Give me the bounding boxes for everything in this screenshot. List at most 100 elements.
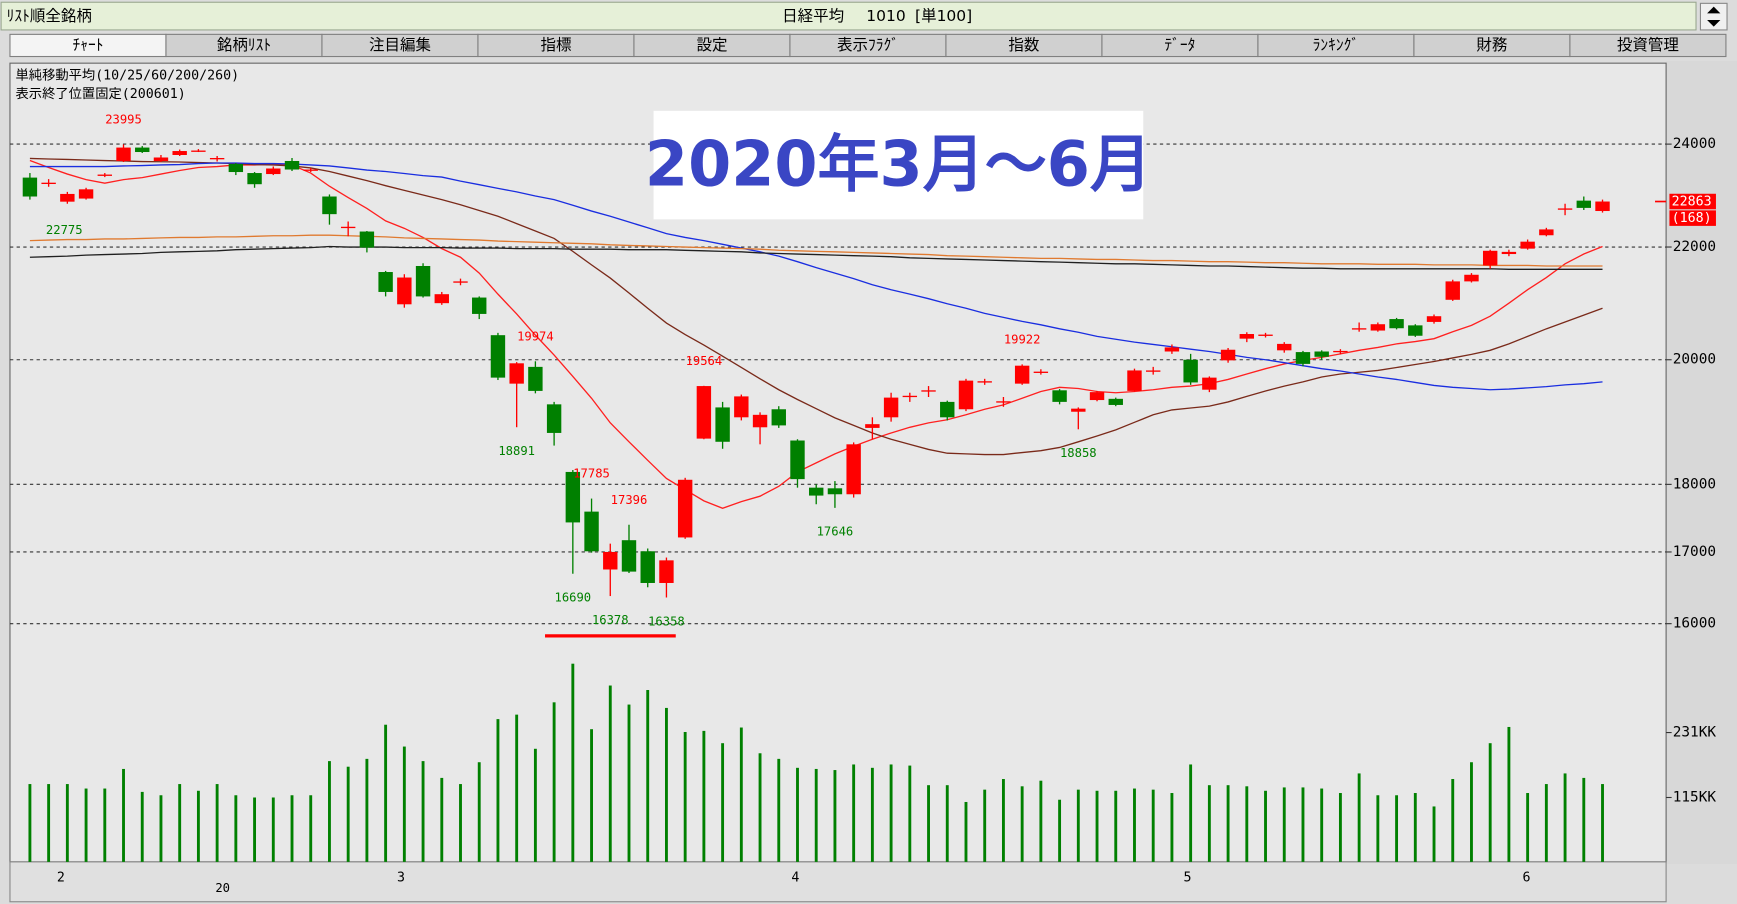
volume-bar (65, 784, 69, 862)
candle-body (809, 487, 824, 496)
volume-bar (1001, 779, 1005, 862)
candle-body (434, 294, 449, 304)
tab-label[interactable]: 注目編集 (369, 36, 431, 54)
volume-bar (833, 770, 837, 862)
candle-body (284, 160, 300, 170)
spinner-down[interactable] (1707, 19, 1721, 27)
candle-body (153, 157, 169, 161)
tab[interactable] (1569, 33, 1727, 58)
volume-bar (1076, 789, 1080, 862)
volume-bar (739, 727, 743, 862)
tab-label[interactable]: 指標 (540, 36, 571, 54)
volume-bar (1301, 787, 1305, 862)
volume-bar (159, 795, 163, 862)
candle-body (771, 409, 786, 426)
volume-bar (1488, 743, 1492, 862)
volume-bar (1282, 787, 1286, 862)
volume-bar (758, 753, 762, 862)
tab-label[interactable]: ﾃﾞｰﾀ (1164, 36, 1195, 54)
tab-label[interactable]: 銘柄ﾘｽﾄ (217, 36, 271, 54)
price-annotation: 16358 (648, 614, 685, 628)
volume-bar (552, 702, 556, 862)
candle-body (228, 163, 244, 173)
volume-bar (84, 788, 88, 862)
volume-bar (421, 761, 425, 862)
volume-bar (1114, 790, 1118, 862)
tab-label[interactable]: 表示ﾌﾗｸﾞ (837, 36, 899, 54)
candle-body (565, 471, 581, 523)
candle-body (359, 231, 375, 248)
candle-body (603, 551, 618, 570)
tab-label[interactable]: ﾁｬｰﾄ (72, 36, 103, 54)
scroll-spinner[interactable] (1699, 2, 1728, 31)
volume-bar (515, 714, 519, 862)
volume-bar (1451, 779, 1455, 862)
volume-bar (1413, 793, 1417, 862)
candle-body (902, 395, 918, 398)
volume-bar (945, 785, 949, 862)
candle-body (1464, 274, 1479, 282)
candle-body (1295, 352, 1311, 364)
candle-body (659, 560, 674, 583)
candle-body (1333, 350, 1348, 353)
candle-body (1164, 347, 1180, 352)
candle-body (1183, 359, 1198, 383)
volume-bar (1133, 788, 1136, 862)
volume-tick-label: 231KK (1673, 725, 1717, 741)
last-change-label: (168) (1672, 211, 1712, 226)
volume-bar (1563, 773, 1567, 862)
volume-bar (646, 690, 650, 862)
spinner-up[interactable] (1707, 6, 1721, 14)
candle-body (584, 511, 599, 552)
tab-label[interactable]: 指数 (1008, 36, 1040, 54)
moving-average-line (29, 234, 1603, 267)
last-change-box (1669, 210, 1716, 226)
candle-body (209, 157, 225, 160)
candle-body (1520, 241, 1535, 249)
tab-label[interactable]: 財務 (1476, 36, 1508, 54)
tab-label[interactable]: 設定 (696, 36, 727, 54)
y-tick-label: 17000 (1673, 544, 1716, 560)
volume-bar (477, 762, 481, 862)
volume-bar (777, 758, 781, 862)
volume-bar (234, 795, 238, 862)
candle-body (996, 401, 1011, 403)
candle-body (41, 182, 56, 185)
candle-body (640, 551, 655, 583)
tab-label[interactable]: ﾗﾝｷﾝｸﾞ (1313, 36, 1360, 54)
volume-bar (964, 801, 968, 862)
volume-bar (1470, 762, 1473, 862)
candle-body (734, 396, 749, 418)
volume-bar (1432, 806, 1436, 862)
volume-bar (608, 685, 612, 862)
subtitle: 表示終了位置固定(200601) (16, 86, 186, 102)
y-tick-label: 22000 (1673, 239, 1716, 255)
volume-bar (1320, 788, 1324, 862)
volume-bar (1376, 795, 1380, 862)
volume-bar (47, 784, 51, 862)
volume-bar (1245, 786, 1249, 862)
index-name: 日経平均 (782, 7, 844, 25)
volume-bar (889, 764, 893, 862)
candle-body (509, 363, 524, 384)
volume-bar (1189, 764, 1193, 862)
candle-body (1277, 343, 1292, 351)
volume-bar (1507, 726, 1511, 862)
top-bar (0, 1, 1697, 31)
candle-body (1408, 325, 1423, 336)
index-code: 1010 (866, 7, 905, 25)
tab-label[interactable]: 投資管理 (1617, 36, 1679, 54)
price-annotation: 17646 (817, 525, 854, 539)
last-price-label: 22863 (1672, 195, 1712, 210)
volume-tick-label: 115KK (1673, 789, 1717, 805)
volume-bar (253, 797, 257, 862)
candle-body (1426, 316, 1442, 322)
volume-bar (590, 729, 593, 862)
volume-bar (814, 768, 818, 862)
candle-body (1445, 281, 1460, 300)
candle-body (1576, 200, 1591, 208)
candle-body (1258, 334, 1273, 336)
volume-bar (721, 743, 725, 862)
candle-body (546, 404, 562, 433)
